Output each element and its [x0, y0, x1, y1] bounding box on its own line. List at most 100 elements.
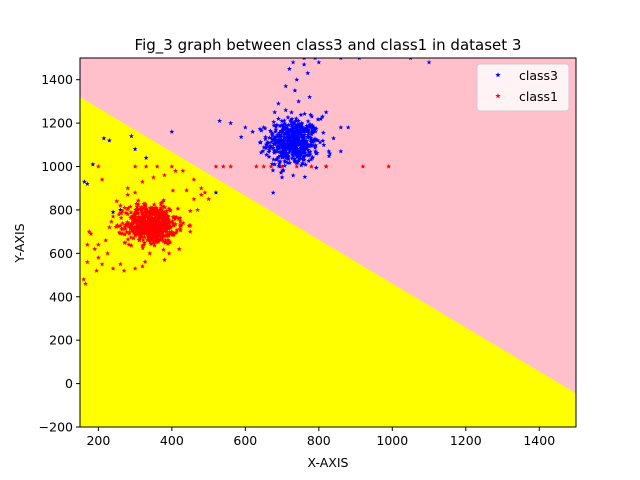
data-point [304, 125, 310, 131]
data-point [130, 214, 136, 220]
data-point [151, 240, 157, 246]
data-point [84, 181, 90, 186]
data-point [129, 228, 135, 233]
data-point [282, 120, 287, 126]
data-point [141, 242, 147, 248]
data-point [117, 223, 123, 228]
data-point [153, 205, 159, 211]
data-point [161, 247, 167, 252]
data-point [135, 210, 141, 216]
data-point [274, 122, 280, 127]
data-point [147, 250, 153, 256]
data-point [171, 222, 177, 228]
data-point [142, 218, 148, 224]
data-point [136, 219, 142, 224]
data-point [296, 142, 302, 147]
data-point [313, 126, 319, 131]
data-point [133, 224, 139, 229]
data-point [163, 210, 169, 216]
data-point [146, 219, 152, 225]
data-point [147, 227, 153, 233]
data-point [309, 137, 315, 143]
data-point [276, 130, 282, 135]
data-point [128, 209, 134, 215]
data-point [320, 130, 326, 135]
data-point [168, 224, 174, 229]
data-point [165, 241, 171, 246]
data-point [154, 234, 160, 240]
data-point [145, 229, 151, 235]
data-point [165, 237, 171, 242]
data-point [126, 242, 132, 247]
data-point [137, 219, 143, 225]
data-point [150, 209, 156, 215]
data-point [293, 127, 299, 133]
data-point [306, 127, 312, 133]
data-point [136, 206, 142, 212]
data-point [191, 196, 197, 202]
data-point [260, 148, 266, 154]
data-point [258, 127, 264, 133]
data-point [147, 229, 153, 235]
data-point [145, 237, 150, 243]
data-point [305, 130, 311, 135]
data-point [143, 221, 149, 227]
data-point [257, 126, 263, 132]
data-point [140, 215, 146, 220]
data-point [409, 58, 413, 61]
data-point [302, 111, 308, 116]
data-point [274, 156, 280, 162]
data-point [138, 215, 144, 220]
data-point [284, 123, 290, 129]
data-point [138, 224, 144, 230]
data-point [144, 209, 150, 215]
data-point [307, 124, 313, 129]
data-point [139, 210, 145, 216]
data-point [261, 163, 267, 169]
data-point [92, 246, 98, 252]
data-point [128, 234, 134, 240]
data-point [309, 131, 315, 137]
data-point [266, 135, 272, 140]
data-point [187, 229, 193, 234]
data-point [152, 220, 158, 225]
data-point [198, 192, 204, 197]
x-axis: 200 400 600 800 1000 1200 1400 [86, 427, 555, 448]
data-point [270, 130, 275, 136]
data-point [161, 197, 167, 203]
data-point [119, 208, 125, 214]
data-point [157, 237, 163, 242]
data-point [271, 122, 277, 128]
data-point [155, 224, 161, 230]
data-point [296, 98, 302, 104]
data-point [110, 209, 116, 215]
data-point [162, 204, 168, 210]
data-point [302, 150, 308, 156]
data-point [130, 218, 136, 223]
data-point [271, 119, 277, 125]
data-point [173, 168, 178, 173]
series-class1 [81, 163, 392, 286]
data-point [301, 61, 307, 67]
data-point [313, 148, 318, 154]
data-point [279, 154, 285, 160]
data-point [305, 147, 311, 152]
data-point [279, 144, 285, 150]
data-point [274, 134, 280, 139]
y-tick-label: −200 [39, 420, 73, 435]
data-point [170, 229, 175, 235]
data-point [250, 129, 256, 134]
data-point [262, 125, 268, 131]
data-point [307, 94, 313, 100]
data-point [119, 226, 125, 232]
data-point [283, 129, 289, 135]
data-point [309, 154, 315, 160]
data-point [287, 147, 293, 152]
data-point [110, 213, 116, 219]
data-point [138, 204, 144, 210]
data-point [314, 150, 320, 156]
data-point [163, 237, 169, 242]
data-point [99, 176, 105, 182]
data-point [262, 136, 268, 142]
data-points [81, 58, 432, 286]
